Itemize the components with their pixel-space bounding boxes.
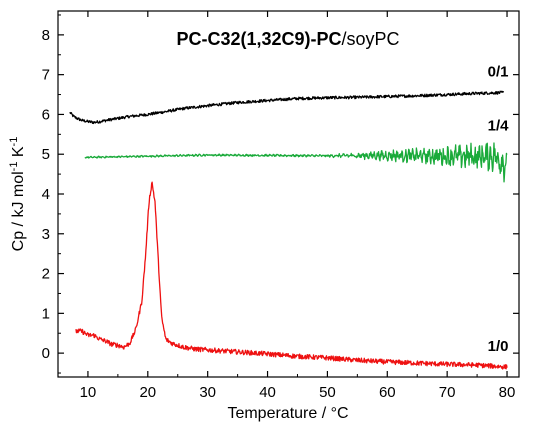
series-layer bbox=[69, 90, 508, 370]
plot-frame bbox=[57, 10, 520, 378]
series-line-1-0 bbox=[75, 181, 508, 370]
y-tick-label: 0 bbox=[42, 345, 50, 362]
y-tick-label: 6 bbox=[42, 106, 50, 123]
y-tick-label: 8 bbox=[42, 27, 50, 44]
x-axis-label: Temperature / °C bbox=[227, 405, 348, 422]
y-tick-label: 7 bbox=[42, 67, 50, 84]
series-line-0-1 bbox=[69, 90, 505, 125]
chart-title: PC-C32(1,32C9)-PC/soyPC bbox=[176, 29, 399, 49]
series-label-1-4: 1/4 bbox=[488, 117, 510, 134]
y-axis-label-mid: K bbox=[10, 146, 27, 161]
chart-title-bold: PC-C32(1,32C9)-PC bbox=[176, 29, 341, 49]
x-tick-label: 60 bbox=[379, 384, 396, 401]
x-tick-label: 40 bbox=[259, 384, 276, 401]
y-tick-label: 2 bbox=[42, 266, 50, 283]
chart-title-rest: /soyPC bbox=[342, 29, 400, 49]
x-tick-label: 70 bbox=[439, 384, 456, 401]
y-axis-label-sup2: -1 bbox=[8, 137, 20, 147]
x-tick-label: 50 bbox=[319, 384, 336, 401]
x-tick-label: 10 bbox=[80, 384, 97, 401]
y-axis-label-base: Cp / kJ mol bbox=[10, 171, 27, 251]
y-tick-label: 4 bbox=[42, 186, 50, 203]
y-axis-label-sup1: -1 bbox=[8, 162, 20, 172]
y-tick-label: 3 bbox=[42, 226, 50, 243]
y-tick-label: 1 bbox=[42, 305, 50, 322]
y-axis-ticks: 0 1 2 3 4 5 6 7 8 bbox=[42, 14, 519, 374]
x-tick-label: 80 bbox=[499, 384, 516, 401]
y-axis-label: Cp / kJ mol-1 K-1 bbox=[8, 137, 27, 252]
x-axis-ticks: 10 20 30 40 50 60 70 80 bbox=[57, 11, 516, 401]
x-tick-label: 20 bbox=[139, 384, 156, 401]
series-label-layer: 0/1 1/4 1/0 bbox=[488, 64, 510, 355]
series-label-1-0: 1/0 bbox=[488, 338, 509, 355]
x-tick-label: 30 bbox=[199, 384, 216, 401]
series-line-1-4 bbox=[84, 142, 508, 183]
series-label-0-1: 0/1 bbox=[488, 64, 509, 81]
y-tick-label: 5 bbox=[42, 146, 50, 163]
